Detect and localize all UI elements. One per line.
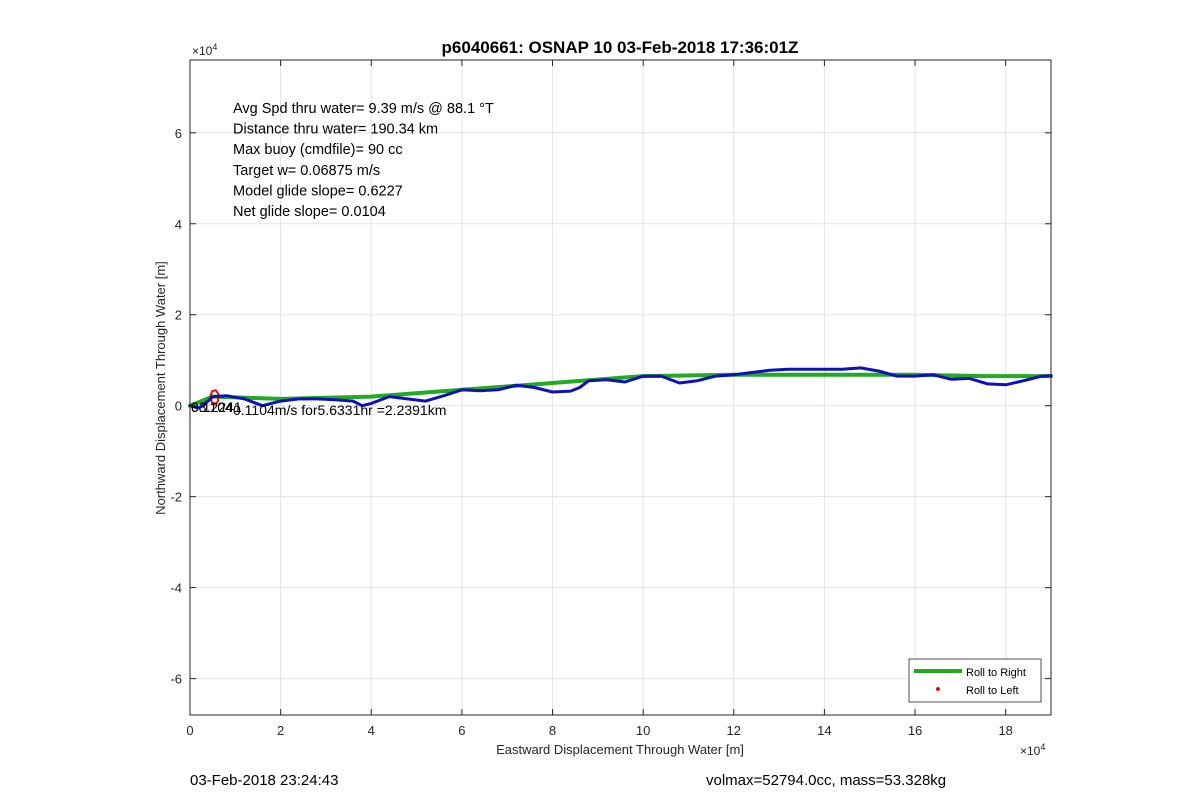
plot-frame xyxy=(189,59,1052,716)
x-tick-label: 12 xyxy=(727,723,741,738)
x-tick-label: 18 xyxy=(998,723,1012,738)
overlap-label: 0.1104 xyxy=(191,399,233,415)
x-exponent-base: ×10 xyxy=(1020,744,1041,758)
x-tick-label: 14 xyxy=(817,723,831,738)
x-tick-label: 6 xyxy=(458,723,465,738)
footer-timestamp: 03-Feb-2018 23:24:43 xyxy=(190,772,339,789)
annotation-text: Net glide slope= 0.0104 xyxy=(233,204,386,220)
annotation-text: Target w= 0.06875 m/s xyxy=(233,163,380,179)
x-tick-label: 0 xyxy=(186,723,193,738)
y-tick-label: 4 xyxy=(175,217,182,232)
x-tick-label: 10 xyxy=(636,723,650,738)
ticks: 0 2 4 6 8 10 12 14 16 18 -6 -4 -2 0 2 4 6 xyxy=(170,60,1051,738)
overlap-label: 0.1104m/s for5.6331hr =2.2391km xyxy=(233,402,446,418)
y-exponent-base: ×10 xyxy=(192,44,213,58)
legend-label-roll-left: Roll to Left xyxy=(966,685,1019,697)
annotations: Avg Spd thru water= 9.39 m/s @ 88.1 °T Di… xyxy=(233,101,494,220)
legend: Roll to Right Roll to Left xyxy=(908,658,1042,703)
x-tick-label: 16 xyxy=(908,723,922,738)
y-tick-label: 2 xyxy=(175,308,182,323)
series-track xyxy=(188,366,1053,410)
y-tick-label: -6 xyxy=(170,672,182,687)
y-tick-label: 0 xyxy=(175,399,182,414)
x-tick-label: 2 xyxy=(277,723,284,738)
overlap-label: 93.2241 xyxy=(191,399,242,415)
svg-text:×104: ×104 xyxy=(192,42,217,58)
x-tick-label: 4 xyxy=(368,723,375,738)
y-tick-label: -4 xyxy=(170,581,182,596)
y-tick-label: 6 xyxy=(175,126,182,141)
x-exponent: ×104 xyxy=(1020,742,1045,758)
y-axis-label: Northward Displacement Through Water [m] xyxy=(153,261,168,515)
annotation-text: Model glide slope= 0.6227 xyxy=(233,183,403,199)
x-axis-label: Eastward Displacement Through Water [m] xyxy=(496,742,744,757)
annotation-text: Avg Spd thru water= 9.39 m/s @ 88.1 °T xyxy=(233,101,494,117)
svg-text:×104: ×104 xyxy=(1020,742,1045,758)
y-exponent: ×104 xyxy=(192,42,217,58)
legend-box xyxy=(908,658,1042,703)
grid xyxy=(189,60,1051,715)
chart-title: p6040661: OSNAP 10 03-Feb-2018 17:36:01Z xyxy=(442,38,799,57)
series-roll-to-left xyxy=(209,389,220,406)
x-exponent-power: 4 xyxy=(1040,742,1045,752)
plot-area xyxy=(190,60,1051,715)
x-tick-label: 8 xyxy=(549,723,556,738)
annotation-text: Distance thru water= 190.34 km xyxy=(233,122,438,138)
annotation-text: Max buoy (cmdfile)= 90 cc xyxy=(233,142,403,158)
overlap-labels: 0.1104m/s for5.6331hr =2.2391km93.22410.… xyxy=(191,399,446,418)
series-layer xyxy=(188,366,1053,410)
footer-vehicle-info: volmax=52794.0cc, mass=53.328kg xyxy=(706,772,947,789)
legend-label-roll-right: Roll to Right xyxy=(966,667,1026,679)
y-exponent-power: 4 xyxy=(212,42,217,52)
legend-swatch-roll-left xyxy=(936,687,940,691)
y-tick-label: -2 xyxy=(170,490,182,505)
